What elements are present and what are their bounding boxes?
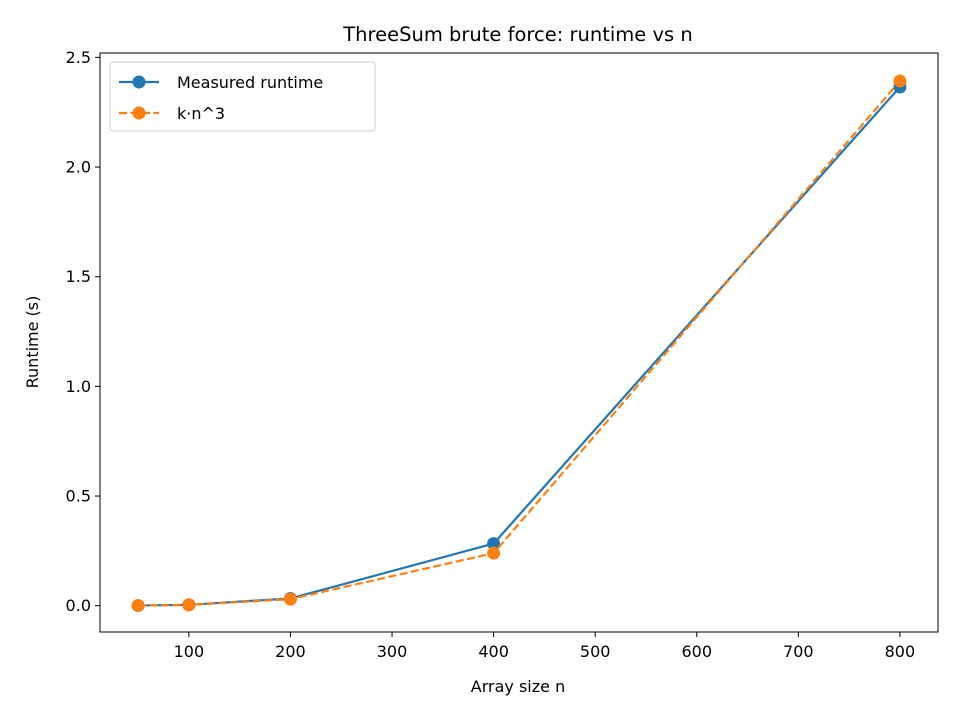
x-tick-label: 600 <box>681 642 712 661</box>
data-point-series-2-3 <box>283 592 297 606</box>
x-tick-label: 300 <box>377 642 408 661</box>
x-tick-label: 400 <box>478 642 509 661</box>
axes-layer: 100 200 300 400 500 600 700 800 0.0 0.5 1.0 1.5 2.0 2… <box>66 48 939 661</box>
y-tick-label: 1.5 <box>66 267 91 286</box>
x-axis-title: Array size n <box>471 677 565 696</box>
legend-box <box>109 61 376 132</box>
x-tick-label: 200 <box>275 642 306 661</box>
legend: Measured runtime k·n^3 <box>109 61 376 132</box>
chart-title: ThreeSum brute force: runtime vs n <box>342 23 693 46</box>
legend-marker-2 <box>132 106 146 120</box>
y-tick-label: 0.0 <box>66 596 91 615</box>
data-point-series-2-5 <box>893 74 907 88</box>
y-tick-label: 2.5 <box>66 48 91 67</box>
data-point-series-2-4 <box>487 546 501 560</box>
y-axis-title: Runtime (s) <box>23 296 42 389</box>
y-tick-label: 0.5 <box>66 487 91 506</box>
data-point-series-2-1 <box>131 599 145 613</box>
legend-marker-1 <box>132 75 146 89</box>
y-tick-label: 1.0 <box>66 377 91 396</box>
x-tick-label: 500 <box>580 642 611 661</box>
x-tick-label: 700 <box>783 642 814 661</box>
x-tick-label: 100 <box>174 642 205 661</box>
legend-label-1: Measured runtime <box>177 73 323 92</box>
data-point-series-2-2 <box>182 598 196 612</box>
axes-frame <box>99 52 939 633</box>
data-point-series-1-4 <box>487 537 501 551</box>
plot-layer <box>131 74 907 613</box>
x-tick-label: 800 <box>885 642 916 661</box>
legend-label-2: k·n^3 <box>177 104 225 123</box>
y-tick-label: 2.0 <box>66 158 91 177</box>
